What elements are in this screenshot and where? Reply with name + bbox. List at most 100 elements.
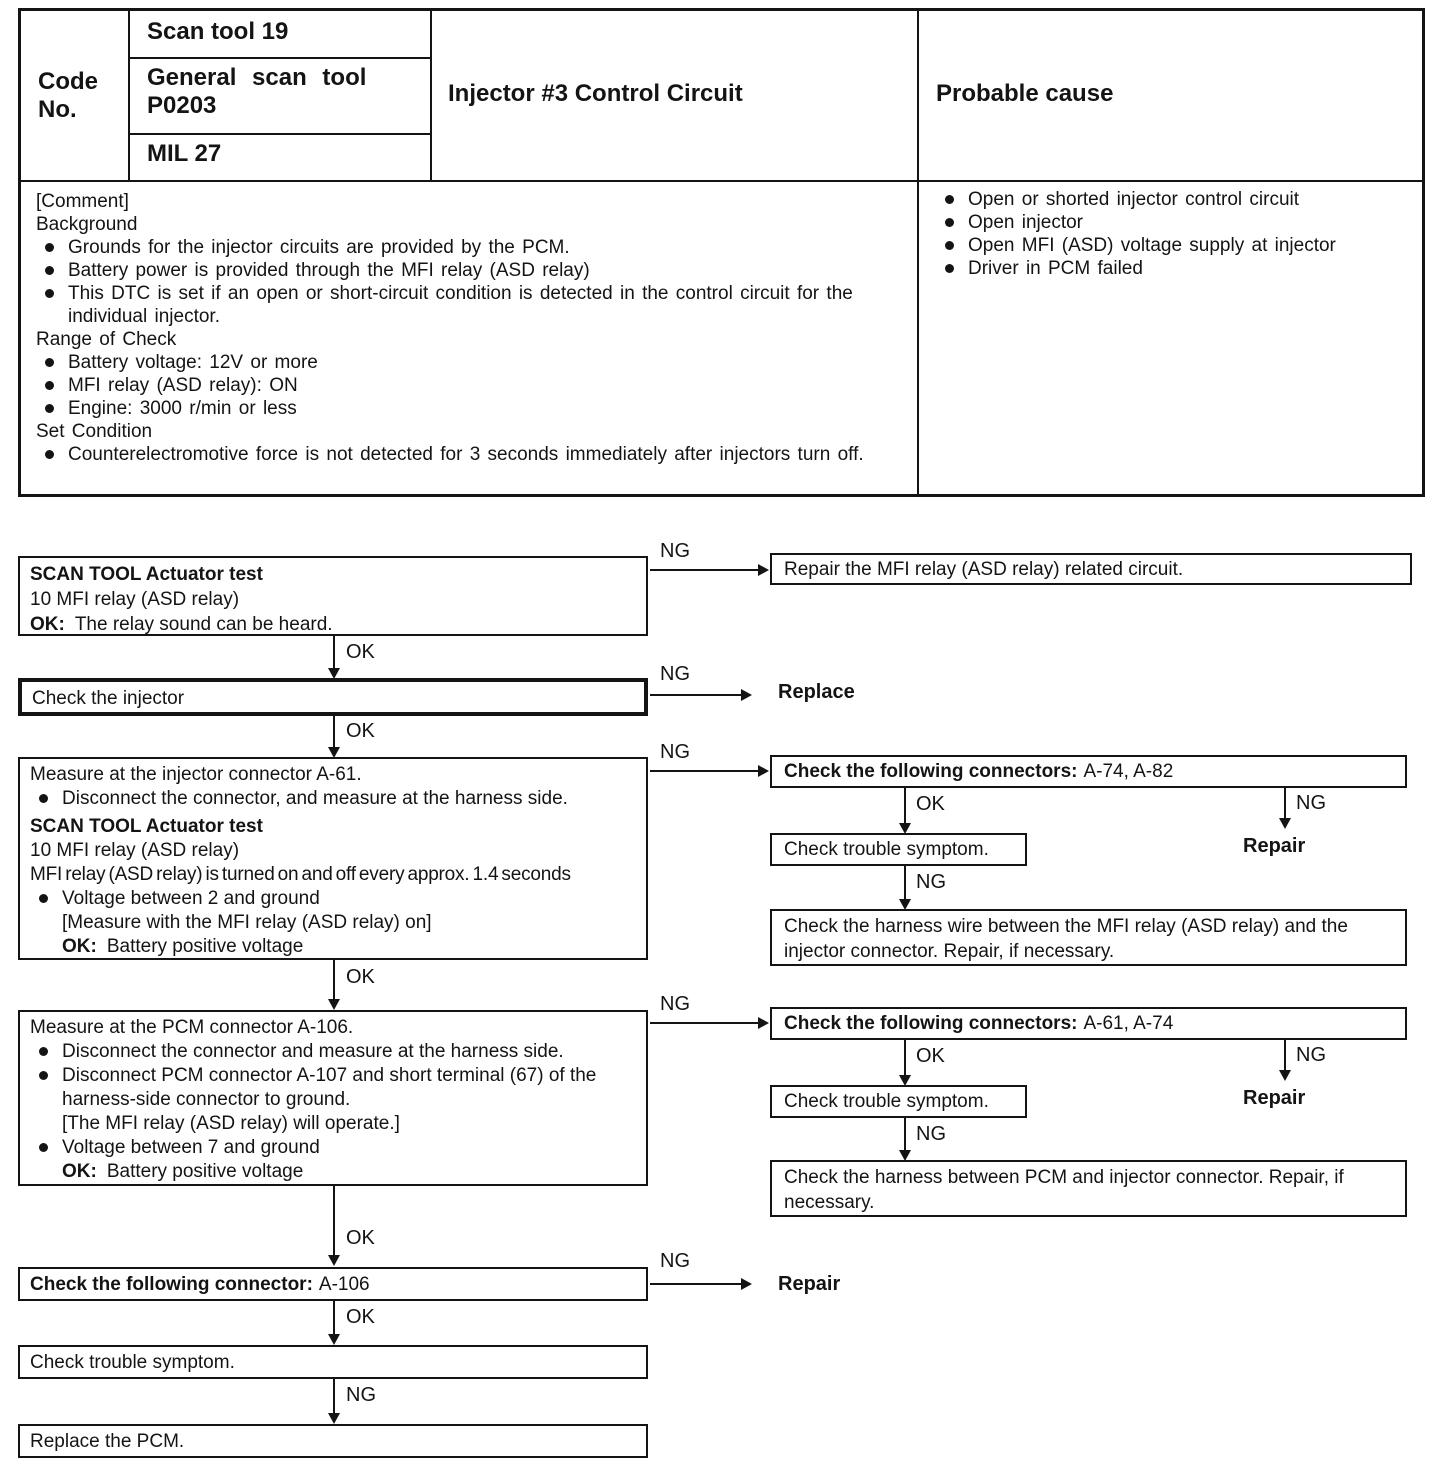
flow-connector	[333, 1301, 335, 1336]
ng-label: NG	[660, 540, 690, 562]
page-title: Injector #3 Control Circuit	[448, 80, 743, 107]
arrow-right-icon	[741, 1278, 752, 1290]
probable-cause-list: Open or shorted injector control circuit…	[936, 188, 1416, 280]
flow-connector	[904, 1118, 906, 1152]
measure-injector-indent: [Measure with the MFI relay (ASD relay) …	[62, 912, 432, 933]
flow-connector	[650, 569, 759, 571]
flow-connector	[1284, 1040, 1286, 1072]
set-condition-label: Set Condition	[36, 421, 153, 442]
flow-connector	[333, 1379, 335, 1415]
arrow-right-icon	[758, 564, 769, 576]
arrow-down-icon	[328, 1255, 340, 1266]
check-connectors-value: A-61, A-74	[1083, 1013, 1174, 1034]
measure-injector-subtitle: SCAN TOOL Actuator test	[30, 816, 263, 837]
dtc-code-table	[18, 8, 1425, 497]
arrow-down-icon	[899, 899, 911, 910]
measure-injector-line1: Measure at the injector connector A-61.	[30, 764, 362, 785]
arrow-down-icon	[899, 1150, 911, 1161]
table-divider	[128, 8, 130, 180]
replace-pcm-text: Replace the PCM.	[30, 1431, 185, 1452]
check-harness-text: Check the harness between PCM and inject…	[784, 1167, 1344, 1213]
flow-connector	[904, 788, 906, 825]
probable-cause-label: Probable cause	[936, 80, 1114, 107]
probable-cause-item: Open injector	[936, 211, 1416, 234]
table-divider	[128, 133, 430, 135]
check-connector-prefix: Check the following connector:	[30, 1274, 313, 1295]
arrow-down-icon	[328, 1334, 340, 1345]
flow-box-check-injector: Check the injector	[18, 678, 648, 716]
measure-injector-bullet: Disconnect the connector, and measure at…	[30, 787, 636, 811]
comment-block: [Comment] Background Grounds for the inj…	[36, 190, 894, 466]
measure-pcm-ok-line: OK: Battery positive voltage	[30, 1160, 636, 1184]
ok-prefix: OK:	[30, 614, 65, 635]
scan-tool-test-title: SCAN TOOL Actuator test	[30, 564, 263, 585]
ok-label: OK	[346, 1306, 375, 1328]
replace-action-label: Replace	[778, 681, 855, 703]
repair-action-label: Repair	[1243, 835, 1306, 857]
check-connectors-prefix: Check the following connectors:	[784, 1013, 1078, 1034]
measure-pcm-bullet: Voltage between 7 and ground	[30, 1136, 636, 1160]
table-divider	[18, 180, 1425, 182]
flow-box-replace-pcm: Replace the PCM.	[18, 1424, 648, 1458]
repair-action-label: Repair	[778, 1273, 841, 1295]
check-connectors-value: A-74, A-82	[1083, 761, 1174, 782]
ok-label: OK	[346, 720, 375, 742]
flow-connector	[904, 1040, 906, 1077]
range-item: Engine: 3000 r/min or less	[36, 397, 894, 420]
arrow-down-icon	[899, 1075, 911, 1086]
flow-connector	[650, 694, 742, 696]
ok-text: Battery positive voltage	[106, 1161, 304, 1182]
ng-label: NG	[346, 1384, 376, 1406]
repair-action-label: Repair	[1243, 1087, 1306, 1109]
set-condition-item: Counterelectromotive force is not detect…	[36, 443, 894, 466]
ok-label: OK	[916, 1045, 945, 1067]
flow-box-check-connectors-a61-a74: Check the following connectors: A-61, A-7…	[770, 1007, 1407, 1040]
general-scan-tool-line: General scan tool	[147, 64, 367, 91]
measure-injector-bullet: Voltage between 2 and ground	[30, 887, 636, 911]
ng-label: NG	[1296, 792, 1326, 814]
flow-box-check-connector-a106: Check the following connector: A-106	[18, 1267, 648, 1301]
ok-label: OK	[916, 793, 945, 815]
arrow-down-icon	[1279, 1070, 1291, 1081]
comment-tag: [Comment]	[36, 191, 129, 212]
ok-prefix: OK:	[62, 1161, 97, 1182]
arrow-down-icon	[1279, 818, 1291, 829]
ng-label: NG	[916, 1123, 946, 1145]
ok-text: The relay sound can be heard.	[74, 614, 333, 635]
scan-tool-test-ok-line: OK: The relay sound can be heard.	[30, 612, 636, 637]
flow-box-check-harness-2: Check the harness between PCM and inject…	[770, 1160, 1407, 1217]
measure-pcm-bullet: Disconnect PCM connector A-107 and short…	[30, 1064, 636, 1112]
scan-tool-cell: Scan tool 19	[147, 18, 289, 45]
scan-tool-test-line: 10 MFI relay (ASD relay)	[30, 589, 240, 610]
range-item: Battery voltage: 12V or more	[36, 351, 894, 374]
measure-injector-ok-line: OK: Battery positive voltage	[30, 935, 636, 959]
flow-box-scan-tool-test: SCAN TOOL Actuator test 10 MFI relay (AS…	[18, 556, 648, 636]
flow-box-check-trouble-symptom: Check trouble symptom.	[18, 1345, 648, 1379]
repair-mfi-relay-text: Repair the MFI relay (ASD relay) related…	[784, 559, 1184, 580]
flow-box-check-connectors-a74-a82: Check the following connectors: A-74, A-8…	[770, 755, 1407, 788]
flow-box-measure-pcm: Measure at the PCM connector A-106. Disc…	[18, 1010, 648, 1186]
check-trouble-text: Check trouble symptom.	[784, 1091, 989, 1112]
ng-label: NG	[660, 741, 690, 763]
general-scan-tool-cell: General scan tool P0203	[147, 64, 415, 120]
range-item: MFI relay (ASD relay): ON	[36, 374, 894, 397]
background-item: Grounds for the injector circuits are pr…	[36, 236, 894, 259]
ng-label: NG	[660, 1250, 690, 1272]
ng-label: NG	[660, 993, 690, 1015]
table-divider	[917, 8, 919, 497]
flow-connector	[650, 1283, 742, 1285]
probable-cause-item: Driver in PCM failed	[936, 257, 1416, 280]
flow-box-check-trouble-1: Check trouble symptom.	[770, 833, 1027, 866]
check-injector-text: Check the injector	[32, 688, 185, 709]
check-connector-value: A-106	[318, 1274, 370, 1295]
background-item: Battery power is provided through the MF…	[36, 259, 894, 282]
arrow-down-icon	[328, 999, 340, 1010]
flow-connector	[650, 1022, 759, 1024]
background-label: Background	[36, 214, 138, 235]
range-label: Range of Check	[36, 329, 177, 350]
flow-connector	[1284, 788, 1286, 820]
arrow-down-icon	[328, 747, 340, 758]
ng-label: NG	[1296, 1044, 1326, 1066]
flow-box-repair-mfi-relay: Repair the MFI relay (ASD relay) related…	[770, 553, 1412, 585]
